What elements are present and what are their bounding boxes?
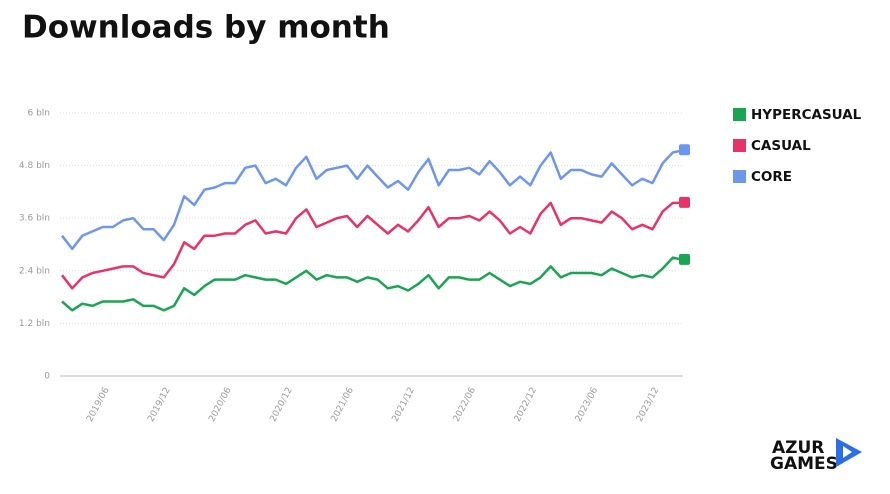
x-tick-label: 2019/06 (85, 386, 112, 424)
end-marker (679, 253, 690, 265)
x-tick-label: 2023/12 (635, 386, 661, 424)
chart-title: Downloads by month (22, 10, 390, 46)
legend-label: HYPERCASUAL (751, 107, 862, 123)
y-tick-label: 1.2 bln (19, 319, 50, 329)
line (61, 149, 684, 251)
legend-swatch (733, 170, 746, 183)
legend-swatch (733, 139, 746, 152)
x-tick-label: 2019/12 (146, 386, 172, 424)
legend-label: CORE (751, 169, 792, 185)
line (61, 256, 684, 312)
end-marker (679, 144, 690, 156)
y-tick-label: 3.6 bln (19, 214, 50, 224)
y-tick-label: 2.4 bln (19, 266, 50, 276)
y-tick-label: 4.8 bln (19, 161, 50, 171)
line (61, 201, 683, 290)
logo: AZUR GAMES (770, 438, 862, 474)
x-tick-label: 2022/12 (513, 386, 539, 424)
x-tick-label: 2020/12 (268, 386, 294, 424)
logo-text: GAMES (770, 454, 838, 474)
x-tick-label: 2020/06 (207, 386, 234, 424)
x-tick-label: 2021/12 (391, 386, 417, 424)
end-marker (679, 196, 690, 208)
x-tick-label: 2023/06 (574, 386, 601, 424)
x-tick-label: 2021/06 (330, 386, 357, 424)
y-tick-label: 0 (44, 372, 50, 382)
logo-icon (836, 438, 862, 467)
y-tick-label: 6 bln (27, 109, 50, 119)
legend-swatch (733, 108, 746, 121)
legend-label: CASUAL (751, 138, 811, 154)
logo-text: AZUR (772, 438, 824, 458)
x-tick-label: 2022/06 (452, 386, 479, 424)
